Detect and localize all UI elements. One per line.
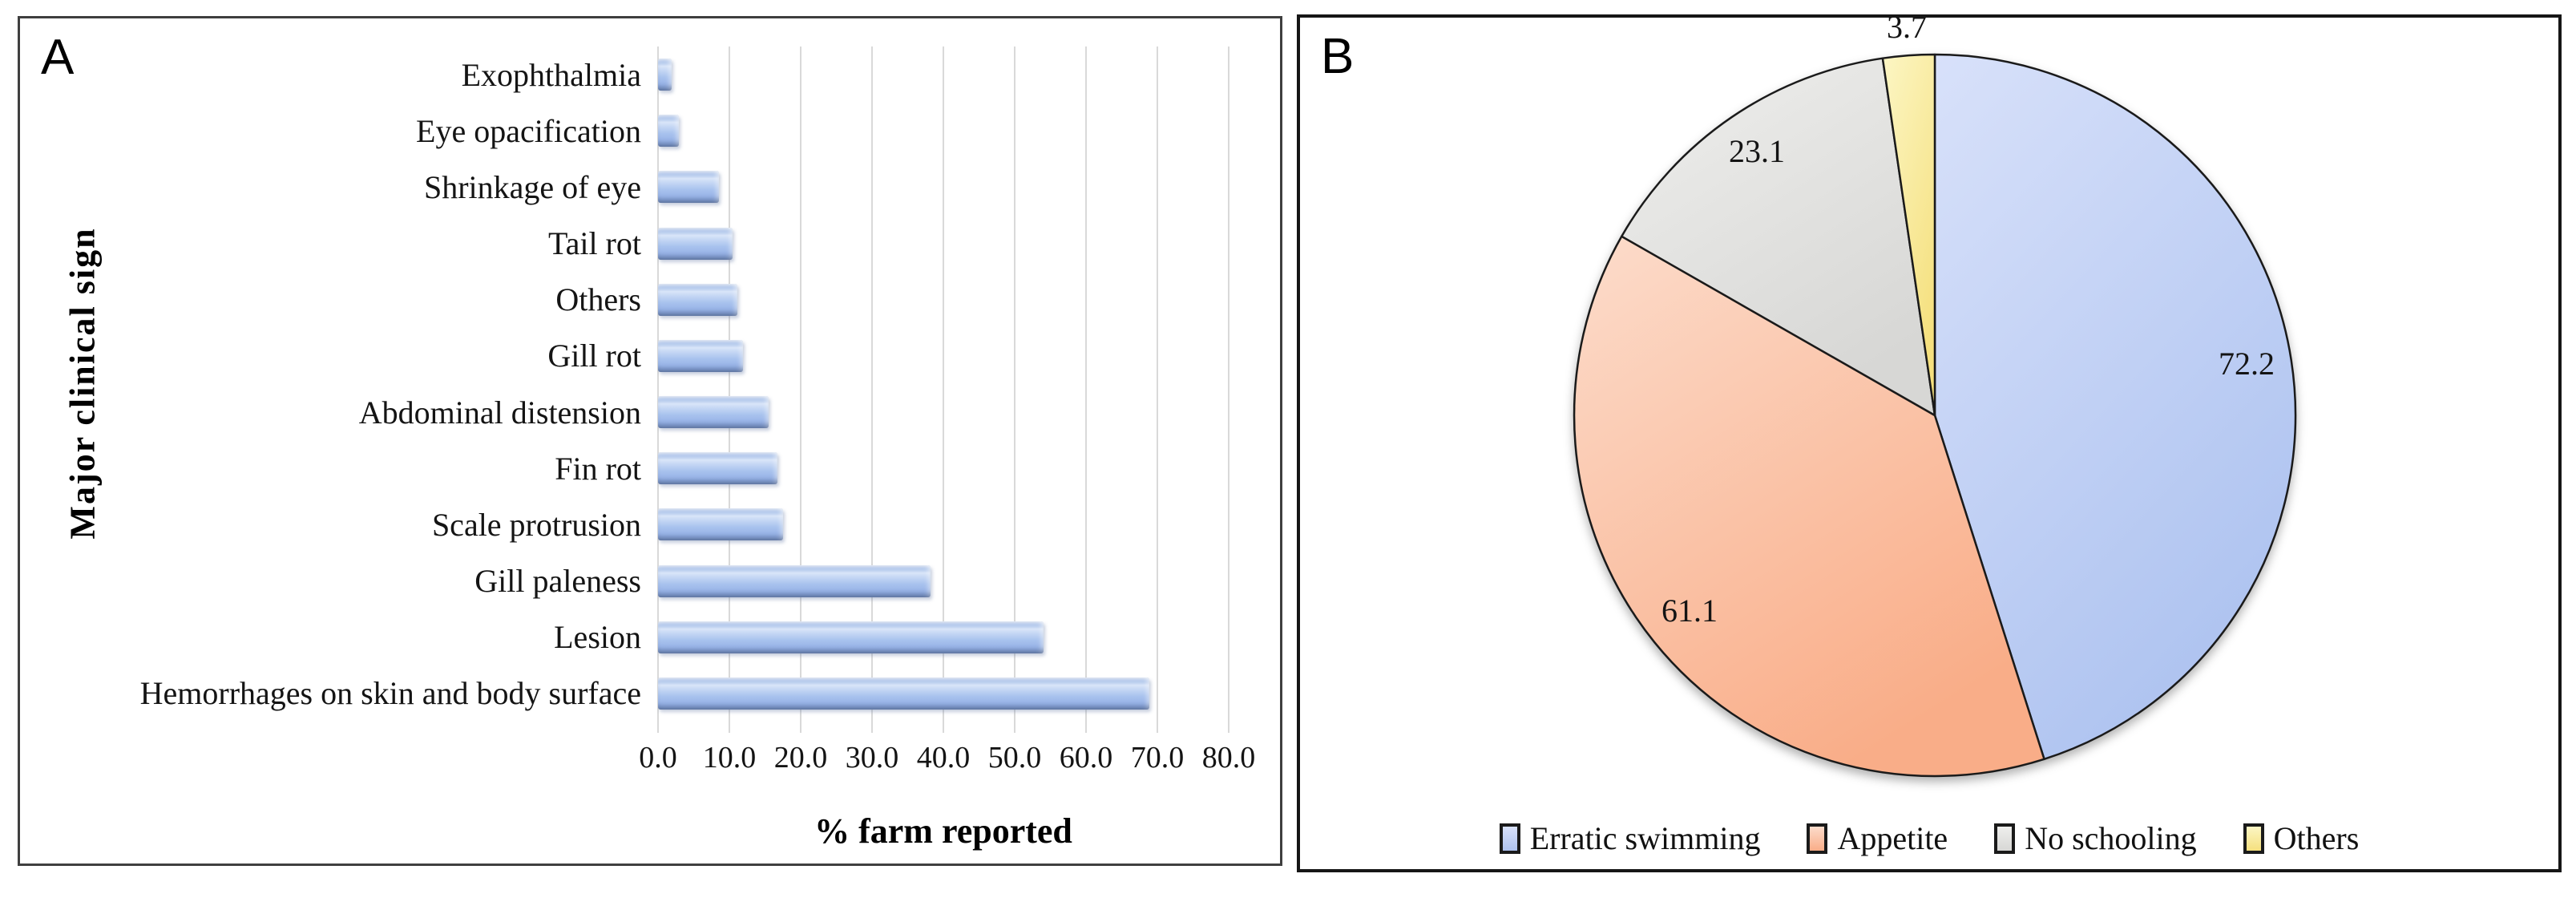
bar: [658, 227, 733, 260]
bar: [658, 59, 672, 91]
category-label: Gill paleness: [474, 563, 641, 600]
x-tick-label: 50.0: [987, 741, 1042, 775]
pie-data-label: 23.1: [1729, 133, 1785, 169]
panel-a-bar-chart: A Major clinical sign 0.0 10.0 20.0 30.0 40.…: [18, 16, 1282, 866]
bar: [658, 396, 769, 429]
x-tick-label: 10.0: [702, 741, 757, 775]
x-tick-label: 80.0: [1201, 741, 1256, 775]
bar: [658, 621, 1044, 653]
gridline: [943, 47, 944, 733]
legend-label: Others: [2273, 820, 2360, 856]
gridline: [1228, 47, 1229, 733]
pie-slice: [1573, 235, 2045, 778]
gridline: [1014, 47, 1015, 733]
legend-swatch: [1807, 823, 1828, 854]
category-label: Exophthalmia: [461, 56, 641, 93]
pie-chart: 72.2 61.1 23.1 3.7: [1573, 18, 2297, 778]
bar-plot-area: 0.0 10.0 20.0 30.0 40.0 50.0 60.0 70.0 80.0 Exoph…: [20, 18, 1280, 864]
pie-data-label: 72.2: [2219, 346, 2275, 382]
legend-swatch: [2243, 823, 2264, 854]
bar: [658, 171, 719, 204]
panel-b-pie-chart: B 72.2 61.1 23.1 3.7 Erratic swimming Appeti…: [1297, 14, 2562, 872]
x-axis-title: % farm reported: [814, 811, 1072, 851]
bar: [658, 283, 737, 316]
x-tick-label: 0.0: [639, 741, 677, 775]
x-tick-label: 30.0: [845, 741, 899, 775]
gridline: [800, 47, 801, 733]
bar: [658, 339, 743, 372]
bar: [658, 508, 783, 541]
category-label: Tail rot: [547, 225, 641, 262]
category-label: Abdominal distension: [358, 394, 641, 431]
bar: [658, 452, 777, 485]
bar: [658, 677, 1150, 710]
pie-slice: [1933, 53, 2297, 761]
legend-swatch: [1994, 823, 2016, 854]
category-label: Eye opacification: [416, 112, 641, 149]
category-label: Hemorrhages on skin and body surface: [139, 675, 641, 712]
category-label: Gill rot: [547, 338, 641, 374]
category-label: Fin rot: [555, 450, 641, 487]
legend-item: Appetite: [1807, 819, 1948, 857]
pie-slice: [1621, 57, 1936, 417]
gridline: [657, 47, 659, 733]
gridline: [729, 47, 730, 733]
legend-item: No schooling: [1994, 819, 2197, 857]
x-tick-label: 60.0: [1059, 741, 1113, 775]
legend-item: Erratic swimming: [1499, 819, 1761, 857]
category-label: Lesion: [554, 619, 641, 656]
gridline: [1157, 47, 1158, 733]
pie-slice: [1881, 53, 1936, 417]
x-tick-label: 70.0: [1130, 741, 1185, 775]
pie-data-label: 3.7: [1887, 18, 1927, 45]
panel-b-label: B: [1321, 29, 1355, 84]
x-tick-label: 40.0: [916, 741, 971, 775]
pie-data-label: 61.1: [1661, 593, 1718, 629]
legend-label: Appetite: [1837, 820, 1948, 856]
category-label: Scale protrusion: [431, 506, 641, 543]
category-label: Shrinkage of eye: [423, 168, 641, 205]
bar: [658, 115, 679, 148]
gridline: [871, 47, 873, 733]
gridline: [1085, 47, 1087, 733]
bar: [658, 564, 931, 597]
legend-label: Erratic swimming: [1529, 820, 1761, 856]
legend-item: Others: [2243, 819, 2360, 857]
legend-label: No schooling: [2025, 820, 2197, 856]
legend-swatch: [1499, 823, 1520, 854]
pie-legend: Erratic swimming Appetite No schooling Othe…: [1300, 819, 2558, 857]
category-label: Others: [555, 281, 641, 318]
panel-a-label: A: [41, 30, 75, 85]
x-tick-label: 20.0: [773, 741, 828, 775]
